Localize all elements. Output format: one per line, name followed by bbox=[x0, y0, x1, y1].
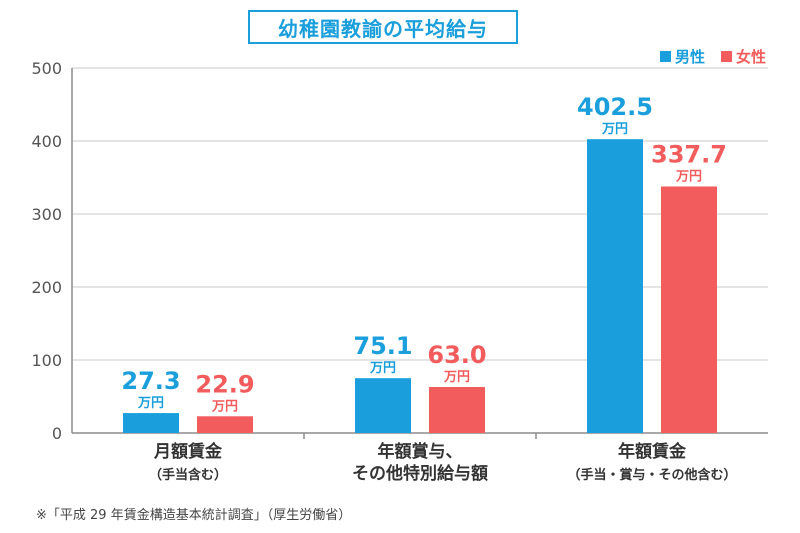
bar-female bbox=[429, 387, 485, 433]
category-label: 年額賃金 bbox=[618, 441, 687, 462]
legend-item-female: 女性 bbox=[720, 46, 766, 67]
category-label: 年額賞与、 bbox=[378, 441, 463, 462]
y-tick-label: 200 bbox=[31, 278, 62, 297]
legend-label-female: 女性 bbox=[735, 48, 766, 66]
y-tick-label: 0 bbox=[52, 424, 62, 443]
data-label-unit: 万円 bbox=[601, 122, 628, 137]
bar-male bbox=[355, 378, 411, 433]
legend-swatch-female bbox=[720, 51, 732, 62]
legend-swatch-male bbox=[659, 51, 671, 62]
data-label: 22.9 bbox=[195, 370, 254, 398]
source-footnote: ※「平成 29 年賃金構造基本統計調査」（厚生労働省） bbox=[36, 508, 352, 523]
data-label-unit: 万円 bbox=[369, 361, 396, 376]
data-label-unit: 万円 bbox=[211, 399, 238, 414]
legend: 男性 女性 bbox=[659, 46, 766, 67]
bar-female bbox=[197, 416, 253, 433]
data-label: 75.1 bbox=[353, 332, 412, 360]
data-label: 402.5 bbox=[577, 93, 653, 121]
data-label-unit: 万円 bbox=[443, 370, 470, 385]
data-label: 337.7 bbox=[651, 140, 727, 168]
y-tick-label: 300 bbox=[31, 205, 62, 224]
y-tick-label: 100 bbox=[31, 351, 62, 370]
category-label: 月額賃金 bbox=[153, 441, 223, 462]
legend-label-male: 男性 bbox=[674, 48, 705, 66]
data-label: 63.0 bbox=[427, 341, 486, 369]
y-tick-label: 400 bbox=[31, 132, 62, 151]
chart-title-box: 幼稚園教諭の平均給与 bbox=[248, 10, 518, 44]
category-sublabel: （手当含む） bbox=[149, 467, 227, 483]
bar-male bbox=[587, 139, 643, 434]
data-label-unit: 万円 bbox=[137, 396, 164, 411]
data-label-unit: 万円 bbox=[675, 169, 702, 184]
category-sublabel: （手当・賞与・その他含む） bbox=[567, 467, 736, 483]
chart-title: 幼稚園教諭の平均給与 bbox=[278, 16, 488, 41]
category-label: その他特別給与額 bbox=[352, 463, 488, 484]
y-tick-label: 500 bbox=[31, 59, 62, 78]
data-label: 27.3 bbox=[121, 367, 180, 395]
legend-item-male: 男性 bbox=[659, 46, 705, 67]
bar-female bbox=[661, 186, 717, 433]
bar-male bbox=[123, 413, 179, 433]
